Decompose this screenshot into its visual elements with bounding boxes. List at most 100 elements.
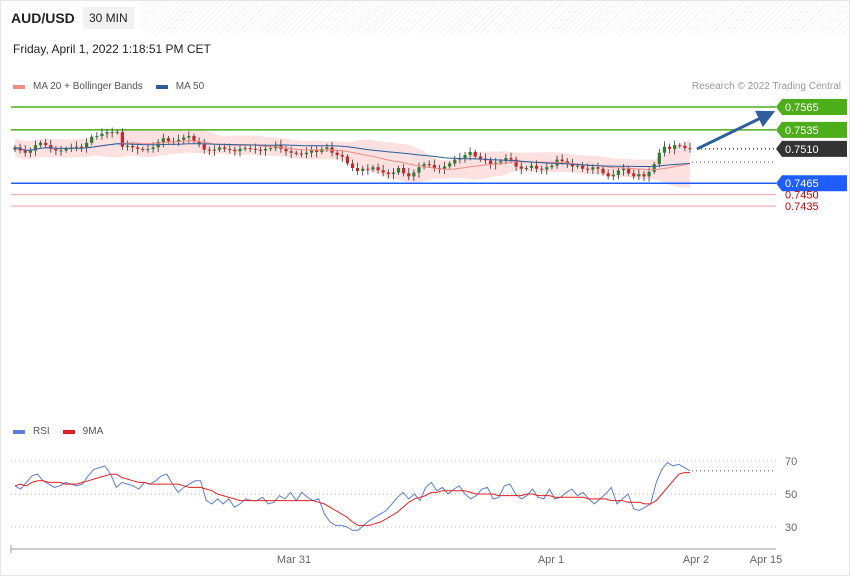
x-tick-label-mar-31: Mar 31 (277, 554, 311, 566)
candle-body (366, 168, 370, 170)
candle-body (478, 156, 482, 159)
candle-body (238, 148, 242, 152)
rsi-panel: 70 50 30 (11, 456, 797, 534)
candle-body (448, 163, 452, 167)
target-arrow-layer (696, 110, 776, 151)
candle-body (468, 151, 472, 156)
candle-body (263, 148, 268, 151)
ma50-legend-label: MA 50 (175, 81, 205, 92)
candle-body (33, 145, 38, 151)
candle-body (453, 159, 457, 164)
candle-body (258, 149, 263, 151)
candle-body (136, 147, 140, 149)
price-level-tag-0.7465 (776, 175, 847, 192)
candle-body (391, 172, 396, 175)
rsi-tick-label-50: 50 (785, 489, 797, 501)
candle-body (335, 152, 339, 156)
candle-body (494, 162, 498, 165)
price-level-tag-0.7565 (776, 99, 847, 115)
candle-body (23, 150, 27, 153)
rsi-tick-label-70: 70 (785, 456, 797, 468)
candle-body (177, 139, 181, 143)
candle-body (151, 147, 155, 149)
candle-body (248, 148, 252, 150)
candle-body (356, 167, 360, 172)
x-tick-label-apr-15: Apr 15 (750, 554, 782, 566)
candle-body (519, 166, 523, 169)
x-tick-label-apr-2: Apr 2 (683, 554, 709, 566)
candle-body (289, 151, 293, 153)
candle-body (243, 148, 247, 150)
candle-body (100, 133, 104, 136)
price-level-tag-0.7510 (776, 140, 847, 157)
candle-body (637, 174, 641, 177)
candle-body (207, 149, 211, 151)
candle-body (110, 132, 114, 134)
candle-body (223, 147, 227, 149)
candle-body (350, 163, 355, 168)
candle-body (499, 161, 503, 163)
candle-body (504, 158, 508, 162)
candle-body (197, 141, 201, 145)
price-level-label-0.7510: 0.7510 (785, 144, 819, 156)
candle-body (161, 138, 165, 143)
candle-body (524, 167, 528, 169)
candle-body (28, 150, 32, 153)
candle-body (228, 148, 232, 150)
candle-body (442, 166, 447, 169)
candle-body (417, 167, 421, 173)
candle-body (376, 167, 380, 171)
datetime-label: Friday, April 1, 2022 1:18:51 PM CET (13, 42, 211, 56)
candle-body (396, 167, 401, 173)
price-level-label-0.7450: 0.7450 (785, 190, 819, 202)
candle-body (325, 147, 329, 149)
rsi-tick-label-30: 30 (785, 522, 797, 534)
candle-body (514, 159, 518, 167)
candle-body (534, 165, 539, 169)
candle-body (412, 172, 416, 177)
candle-body (44, 142, 48, 146)
ma9-legend-label: 9MA (82, 426, 104, 437)
candle-body (591, 167, 595, 170)
candle-body (84, 142, 89, 148)
candle-body (632, 173, 636, 177)
rsi-legend: RSI 9MA (13, 426, 103, 437)
rsi-swatch (13, 429, 25, 434)
candle-body (463, 155, 467, 159)
candle-body (315, 149, 319, 152)
candle-body (606, 173, 610, 177)
candle-body (64, 148, 68, 151)
candle-body (575, 165, 580, 167)
candle-body (427, 164, 431, 166)
bollinger-band-area (15, 128, 690, 188)
candle-body (49, 145, 53, 149)
candle-body (381, 170, 385, 173)
candle-body (621, 168, 626, 171)
price-level-label-0.7465: 0.7465 (785, 178, 819, 190)
ma20-swatch (13, 84, 25, 89)
timeframe-badge[interactable]: 30 MIN (83, 7, 134, 29)
bollinger-band-layer (15, 128, 690, 188)
candle-body (146, 148, 150, 150)
candle-body (407, 173, 411, 177)
candle-body (202, 144, 206, 150)
candle-body (627, 168, 631, 174)
candle-body (647, 171, 651, 177)
candle-body (509, 158, 513, 160)
candle-body (340, 155, 344, 157)
price-level-label-0.7565: 0.7565 (785, 102, 819, 114)
candle-body (371, 167, 375, 170)
candle-body (217, 147, 222, 150)
candle-body (565, 161, 569, 164)
candle-body (233, 149, 237, 152)
candle-body (131, 145, 135, 148)
candle-body (187, 135, 191, 138)
candle-body (345, 156, 349, 164)
ma50-line (14, 143, 691, 167)
candle-body (74, 146, 78, 148)
x-tick-label-apr-1: Apr 1 (538, 554, 564, 566)
candle-body (141, 148, 145, 150)
candle-body (105, 132, 109, 134)
candle-body (90, 136, 94, 143)
